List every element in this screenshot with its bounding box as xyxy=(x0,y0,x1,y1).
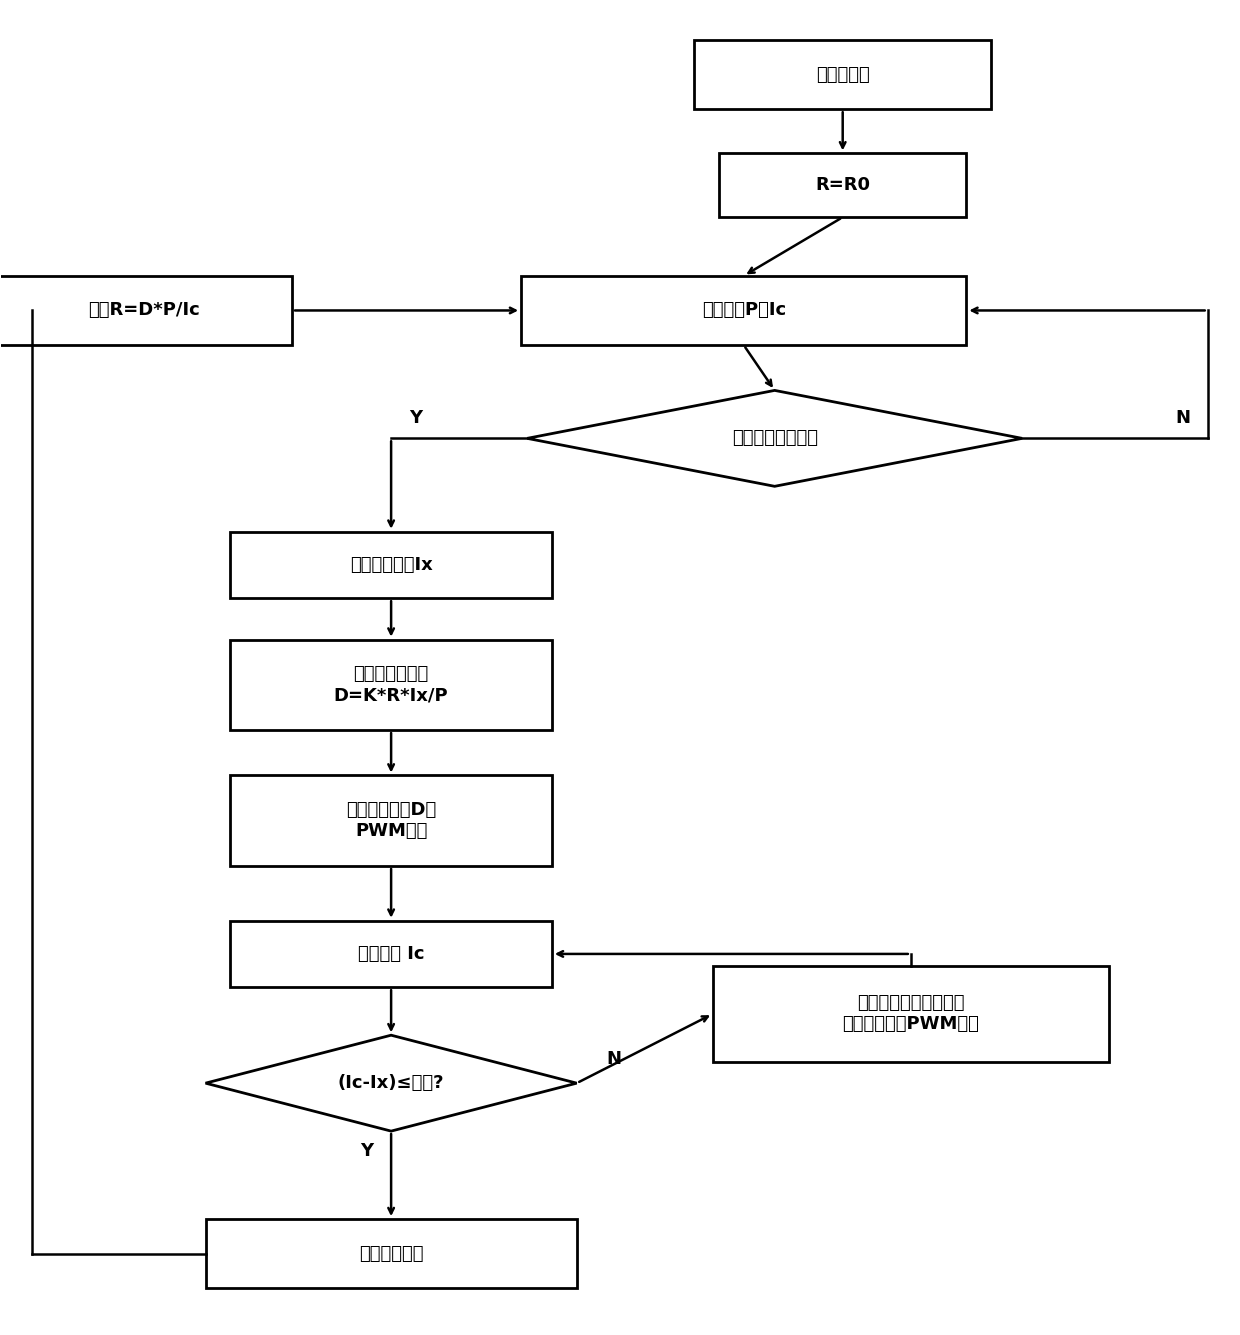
Bar xyxy=(0,276,293,346)
Text: 采样更新P和Ic: 采样更新P和Ic xyxy=(702,302,786,319)
Bar xyxy=(231,921,552,988)
Text: 本次调节完成: 本次调节完成 xyxy=(358,1244,423,1263)
Text: 采用闭环控制获得新的
占空比并输出PWM信号: 采用闭环控制获得新的 占空比并输出PWM信号 xyxy=(842,995,980,1033)
Text: 采样更新 Ic: 采样更新 Ic xyxy=(358,945,424,963)
Text: Y: Y xyxy=(360,1143,373,1160)
Text: R=R0: R=R0 xyxy=(815,176,870,194)
Text: 目标电流是否改变: 目标电流是否改变 xyxy=(732,430,817,447)
Text: 更新R=D*P/Ic: 更新R=D*P/Ic xyxy=(88,302,200,319)
Polygon shape xyxy=(527,390,1022,486)
Text: 输出占空比为D的
PWM信号: 输出占空比为D的 PWM信号 xyxy=(346,801,436,840)
Bar xyxy=(521,276,966,346)
Text: 计算预估占空比
D=K*R*Ix/P: 计算预估占空比 D=K*R*Ix/P xyxy=(334,665,449,705)
Bar xyxy=(206,1219,577,1288)
Bar xyxy=(231,639,552,730)
Text: Y: Y xyxy=(409,410,423,427)
Text: N: N xyxy=(1176,410,1190,427)
Text: 控制器上电: 控制器上电 xyxy=(816,65,869,84)
Text: (Ic-Ix)≤误差?: (Ic-Ix)≤误差? xyxy=(337,1075,444,1092)
Polygon shape xyxy=(206,1035,577,1131)
Bar xyxy=(231,531,552,598)
Bar xyxy=(719,154,966,218)
Bar xyxy=(713,967,1109,1061)
Bar xyxy=(231,776,552,866)
Text: N: N xyxy=(606,1051,621,1068)
Bar xyxy=(694,40,991,109)
Text: 获取目标电流Ix: 获取目标电流Ix xyxy=(350,555,433,574)
